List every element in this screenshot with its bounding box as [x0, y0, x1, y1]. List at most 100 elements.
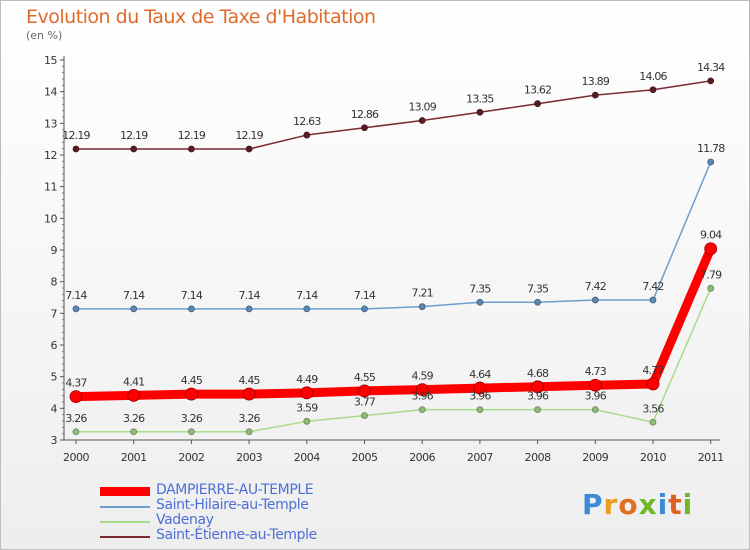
- data-point-vadenay: [649, 418, 657, 426]
- legend-swatch-saint-hilaire: [100, 506, 150, 508]
- data-point-vadenay: [72, 428, 80, 436]
- data-point-saint-hilaire-au-temple: [361, 305, 368, 313]
- data-point-saint-hilaire-au-temple: [130, 305, 138, 313]
- data-label-saint-hilaire-au-temple: 7.14: [181, 289, 203, 302]
- data-point-saint-tienne-au-temple: [534, 100, 541, 108]
- data-label-saint-hilaire-au-temple: 7.14: [296, 289, 318, 302]
- data-label-saint-hilaire-au-temple: 7.14: [123, 289, 145, 302]
- data-label-saint-hilaire-au-temple: 7.42: [642, 280, 663, 293]
- y-tick-label: 12: [44, 149, 57, 162]
- legend-swatch-dampierre: [100, 487, 150, 496]
- x-tick-label: 2008: [525, 451, 551, 464]
- data-point-dampierre-au-temple: [473, 381, 487, 395]
- data-label-saint-hilaire-au-temple: 7.21: [412, 287, 433, 300]
- data-label-dampierre-au-temple: 4.37: [65, 377, 87, 390]
- data-label-saint-hilaire-au-temple: 7.14: [238, 289, 260, 302]
- data-label-dampierre-au-temple: 4.59: [412, 370, 434, 383]
- data-point-saint-tienne-au-temple: [418, 117, 426, 124]
- data-point-saint-tienne-au-temple: [72, 145, 80, 153]
- y-tick-label: 5: [51, 371, 58, 384]
- series-layer: [69, 77, 718, 436]
- data-label-vadenay: 3.96: [527, 390, 549, 403]
- data-label-saint-tienne-au-temple: 12.86: [351, 108, 379, 121]
- data-label-saint-hilaire-au-temple: 7.14: [65, 289, 87, 302]
- data-label-dampierre-au-temple: 4.45: [238, 374, 260, 387]
- data-label-dampierre-au-temple: 4.77: [642, 364, 664, 377]
- logo-letter: o: [618, 488, 639, 521]
- data-point-saint-hilaire-au-temple: [187, 305, 195, 313]
- data-point-vadenay: [245, 428, 253, 436]
- y-tick-label: 6: [51, 339, 58, 352]
- y-tick-label: 11: [44, 181, 57, 194]
- data-label-vadenay: 3.56: [642, 402, 664, 415]
- proxiti-logo: Proxiti: [582, 488, 693, 521]
- legend-label-saint-hilaire: Saint-Hilaire-au-Temple: [156, 497, 309, 513]
- unit-label: (en %): [26, 29, 63, 42]
- data-point-dampierre-au-temple: [588, 378, 602, 392]
- data-label-saint-tienne-au-temple: 14.06: [639, 70, 667, 83]
- data-point-vadenay: [476, 406, 484, 414]
- data-label-vadenay: 3.26: [181, 412, 203, 425]
- data-point-vadenay: [418, 406, 426, 414]
- y-tick-label: 9: [51, 244, 58, 257]
- data-point-vadenay: [534, 406, 541, 414]
- data-point-dampierre-au-temple: [300, 386, 314, 400]
- x-tick-label: 2003: [236, 451, 262, 464]
- logo-letter: i: [657, 488, 669, 521]
- data-label-saint-tienne-au-temple: 13.09: [408, 100, 436, 113]
- y-tick-label: 4: [51, 402, 58, 415]
- data-label-saint-tienne-au-temple: 12.19: [120, 129, 148, 142]
- data-label-saint-tienne-au-temple: 12.63: [293, 115, 321, 128]
- x-tick-label: 2009: [582, 451, 608, 464]
- y-tick-label: 8: [51, 276, 58, 289]
- data-point-dampierre-au-temple: [704, 242, 718, 256]
- data-label-saint-tienne-au-temple: 12.19: [178, 129, 206, 142]
- logo-letter: t: [668, 488, 683, 521]
- data-point-dampierre-au-temple: [531, 380, 544, 394]
- chart-title: Evolution du Taux de Taxe d'Habitation: [26, 6, 376, 28]
- data-point-saint-hilaire-au-temple: [245, 305, 253, 313]
- data-label-vadenay: 3.77: [354, 396, 376, 409]
- data-label-vadenay: 7.79: [700, 268, 722, 281]
- x-tick-label: 2006: [409, 451, 435, 464]
- data-point-dampierre-au-temple: [127, 388, 141, 402]
- x-tick-label: 2004: [294, 451, 320, 464]
- x-tick-label: 2000: [63, 451, 89, 464]
- data-point-dampierre-au-temple: [646, 377, 660, 391]
- y-tick-label: 13: [44, 117, 57, 130]
- data-label-saint-hilaire-au-temple: 7.14: [354, 289, 376, 302]
- data-point-saint-hilaire-au-temple: [534, 298, 541, 306]
- x-tick-label: 2001: [121, 451, 147, 464]
- data-label-vadenay: 3.59: [296, 401, 318, 414]
- data-label-vadenay: 3.96: [469, 390, 491, 403]
- data-label-saint-tienne-au-temple: 12.19: [235, 129, 263, 142]
- x-tick-label: 2011: [698, 451, 724, 464]
- data-label-dampierre-au-temple: 4.68: [527, 367, 549, 380]
- data-point-saint-tienne-au-temple: [361, 124, 368, 132]
- data-point-saint-hilaire-au-temple: [418, 303, 426, 311]
- series-line-saint-tienne-au-temple: [76, 80, 711, 150]
- series-line-vadenay: [76, 288, 712, 433]
- legend-swatch-vadenay: [100, 521, 150, 523]
- series-line-saint-hilaire-au-temple: [76, 161, 712, 310]
- data-point-saint-tienne-au-temple: [187, 145, 195, 153]
- data-label-dampierre-au-temple: 9.04: [700, 229, 722, 242]
- data-label-saint-hilaire-au-temple: 7.42: [585, 280, 606, 293]
- data-label-dampierre-au-temple: 4.73: [585, 365, 607, 378]
- data-point-saint-tienne-au-temple: [649, 86, 657, 94]
- data-point-saint-hilaire-au-temple: [591, 296, 599, 304]
- data-point-saint-hilaire-au-temple: [707, 158, 715, 166]
- logo-letter: x: [638, 488, 658, 521]
- legend-label-vadenay: Vadenay: [156, 512, 214, 528]
- data-point-vadenay: [187, 428, 195, 436]
- data-label-vadenay: 3.26: [238, 412, 260, 425]
- data-label-vadenay: 3.26: [65, 412, 87, 425]
- data-point-saint-tienne-au-temple: [245, 145, 253, 153]
- x-tick-label: 2002: [178, 451, 204, 464]
- data-label-dampierre-au-temple: 4.45: [181, 374, 203, 387]
- x-tick-label: 2007: [467, 451, 493, 464]
- data-label-dampierre-au-temple: 4.64: [469, 368, 491, 381]
- logo-letter: P: [582, 488, 604, 521]
- y-tick-label: 14: [44, 86, 57, 99]
